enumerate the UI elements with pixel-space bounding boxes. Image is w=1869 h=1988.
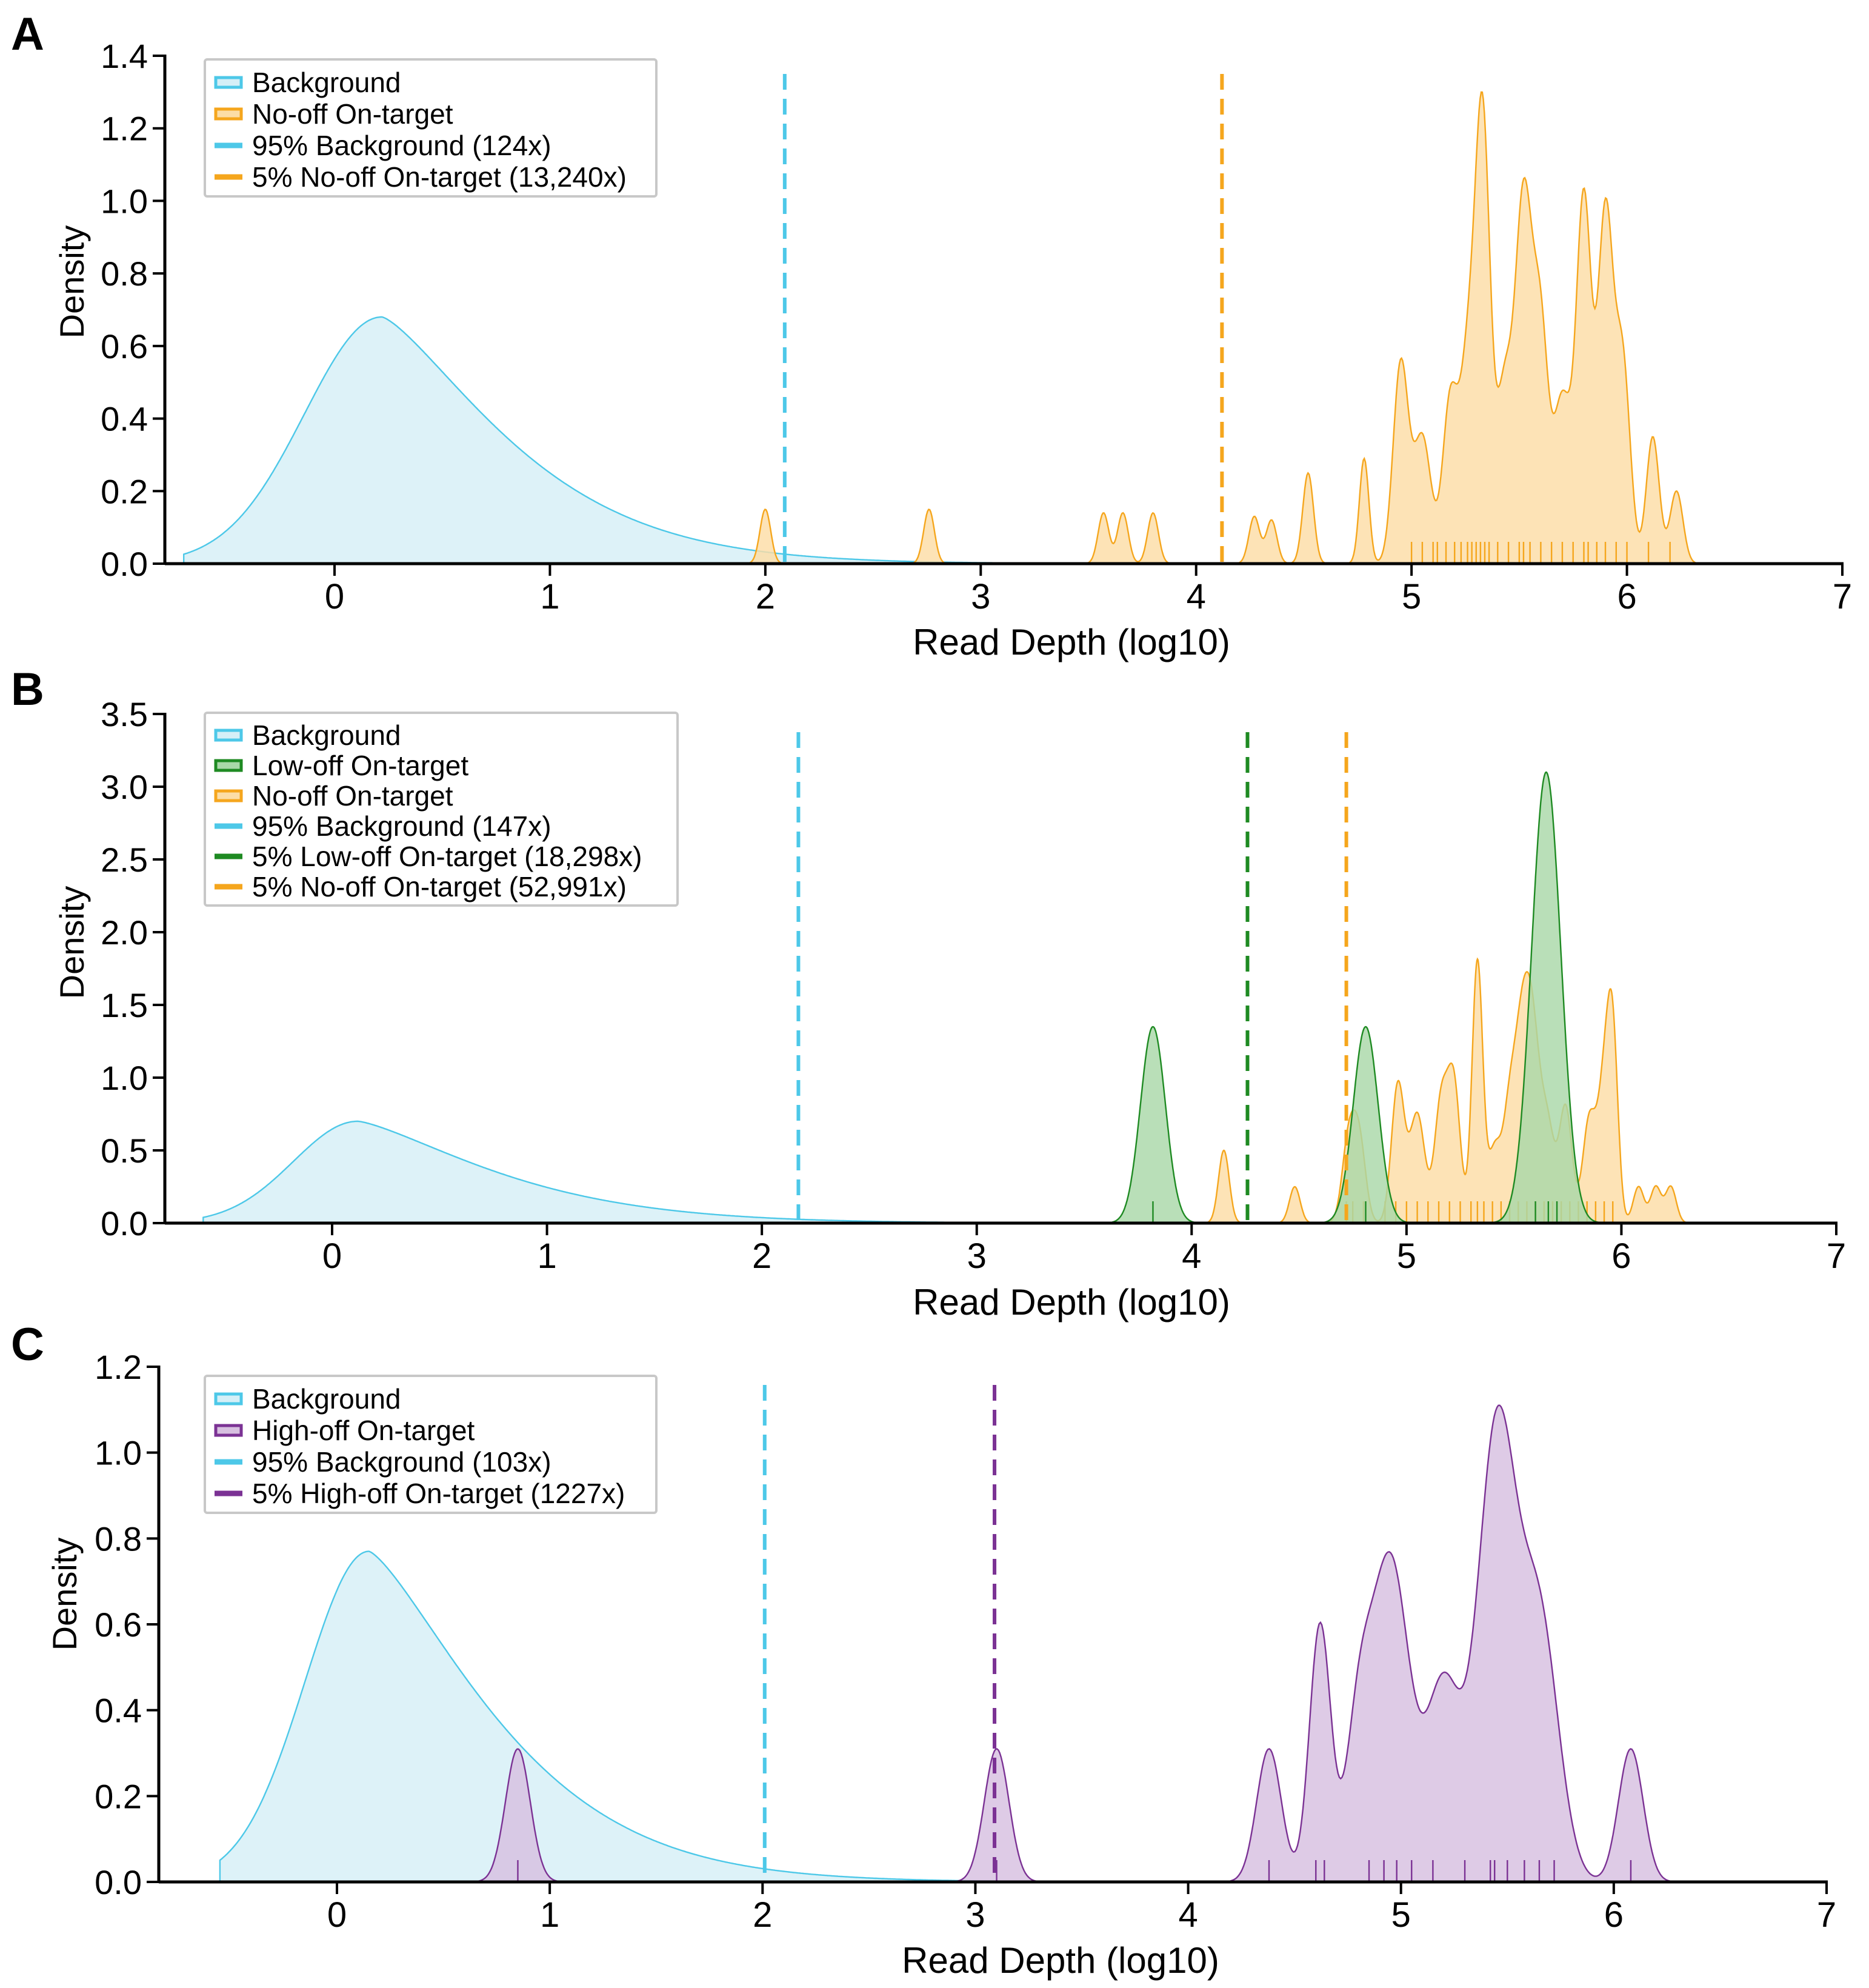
panel-b-xtick-label: 1 <box>537 1236 556 1276</box>
panel-c-xlabel: Read Depth (log10) <box>902 1940 1219 1981</box>
panel-a-density-no-off-on-target <box>739 91 1697 565</box>
panel-b-xtick-label: 2 <box>752 1236 771 1276</box>
panel-a-legend-label: No-off On-target <box>252 98 453 130</box>
panel-a-ytick-label: 0.4 <box>101 400 148 438</box>
panel-a-ytick-label: 0.6 <box>101 327 148 365</box>
panel-c-xtick-label: 1 <box>540 1895 559 1935</box>
panel-b-ytick-label: 2.5 <box>101 841 148 879</box>
panel-a-legend-swatch <box>214 76 243 89</box>
panel-c-xtick-label: 2 <box>753 1895 772 1935</box>
panel-b-ytick-label: 3.5 <box>101 695 148 733</box>
panel-b-plot: 0 1 2 3 4 5 6 7 0.0 0.5 1.0 1.5 2.0 2.5 3.0 3.5 <box>101 695 1846 1276</box>
panel-c-legend-box <box>204 1375 658 1514</box>
panel-c-xtick-label: 3 <box>965 1895 985 1935</box>
panel-a-xtick-label: 2 <box>756 577 775 616</box>
panel-a-ytick-label: 0.8 <box>101 255 148 293</box>
panel-a-xlabel: Read Depth (log10) <box>913 622 1230 662</box>
panel-a-ylabel: Density <box>53 225 91 339</box>
panel-c-legend-swatch <box>214 1424 243 1437</box>
panel-c-ytick-label: 0.0 <box>95 1863 142 1901</box>
panel-a-xtick-label: 0 <box>325 577 344 616</box>
panel-b-ytick-label: 0.0 <box>101 1204 148 1242</box>
panel-label-a: A <box>11 8 44 60</box>
panel-b-ytick-label: 1.5 <box>101 986 148 1024</box>
panel-c-legend-label: 95% Background (103x) <box>252 1446 551 1478</box>
panel-b-xtick-label: 0 <box>322 1236 342 1276</box>
panel-b-ytick-label: 2.0 <box>101 913 148 952</box>
panel-a: A Density Read Depth (log10) 0 1 2 3 4 5 6 7 0.0… <box>11 8 1852 662</box>
panel-b-xtick-label: 6 <box>1611 1236 1631 1276</box>
panel-a-ytick-label: 1.0 <box>101 182 148 220</box>
panel-c-ylabel: Density <box>45 1538 84 1651</box>
panel-b-xlabel: Read Depth (log10) <box>913 1282 1230 1323</box>
panel-c-ytick-label: 0.2 <box>95 1777 142 1815</box>
panel-c-ytick-label: 1.2 <box>95 1348 142 1386</box>
panel-a-xtick-label: 1 <box>540 577 559 616</box>
panel-b-xtick-label: 3 <box>967 1236 987 1276</box>
panel-c-legend-label: High-off On-target <box>252 1415 475 1446</box>
panel-c: C Density Read Depth (log10) 0 1 2 3 4 5 6 7 0.0… <box>11 1319 1836 1981</box>
panel-a-density-background <box>183 316 1239 565</box>
panel-a-ytick-label: 1.4 <box>101 37 148 75</box>
panel-b: B Density Read Depth (log10) 0 1 2 3 4 5 6 7 0.0… <box>11 664 1846 1323</box>
panel-a-legend-box <box>204 58 658 198</box>
panel-b-ytick-label: 1.0 <box>101 1059 148 1097</box>
panel-a-legend-swatch <box>214 107 243 121</box>
panel-b-legend-label: 5% Low-off On-target (18,298x) <box>252 841 642 872</box>
panel-c-ytick-label: 0.8 <box>95 1519 142 1558</box>
panel-b-density-low-off-on-target <box>1094 771 1611 1224</box>
panel-b-legend-label: 5% No-off On-target (52,991x) <box>252 871 627 902</box>
panel-b-ylabel: Density <box>53 886 91 999</box>
panel-a-legend-label: Background <box>252 67 401 98</box>
panel-a-ytick-label: 0.2 <box>101 472 148 510</box>
panel-c-xtick-label: 4 <box>1178 1895 1198 1935</box>
panel-c-legend-label: 5% High-off On-target (1227x) <box>252 1478 625 1509</box>
panel-b-ytick-label: 3.0 <box>101 768 148 806</box>
panel-b-density-background <box>202 1120 1171 1224</box>
panel-a-xtick-label: 7 <box>1833 577 1852 616</box>
panel-b-legend-swatch <box>214 789 243 802</box>
panel-c-legend-label: Background <box>252 1383 401 1415</box>
panel-a-legend-label: 5% No-off On-target (13,240x) <box>252 161 627 193</box>
panel-c-plot: 0 1 2 3 4 5 6 7 0.0 0.2 0.4 0.6 0.8 1.0 1.2 <box>95 1348 1836 1935</box>
panel-b-density-no-off-on-target <box>1202 957 1687 1224</box>
panel-a-xtick-label: 6 <box>1617 577 1636 616</box>
panel-b-legend-box <box>204 712 679 907</box>
panel-c-xtick-label: 5 <box>1391 1895 1411 1935</box>
panel-b-legend-label: Low-off On-target <box>252 750 468 781</box>
panel-b-ytick-label: 0.5 <box>101 1132 148 1170</box>
panel-b-xtick-label: 4 <box>1182 1236 1201 1276</box>
panel-a-ytick-label: 0.0 <box>101 545 148 583</box>
panel-label-c: C <box>11 1319 44 1370</box>
panel-c-xtick-label: 7 <box>1817 1895 1836 1935</box>
panel-a-legend-label: 95% Background (124x) <box>252 130 551 161</box>
panel-b-xtick-label: 5 <box>1397 1236 1416 1276</box>
panel-a-xtick-label: 5 <box>1402 577 1421 616</box>
panel-a-ytick-label: 1.2 <box>101 110 148 148</box>
panel-a-plot: 0 1 2 3 4 5 6 7 0.0 0.2 0.4 0.6 0.8 1.0 1.2 1.4 <box>101 37 1852 616</box>
panel-label-b: B <box>11 664 44 715</box>
panel-a-xtick-label: 3 <box>971 577 990 616</box>
panel-c-ytick-label: 0.6 <box>95 1606 142 1644</box>
panel-b-legend-label: 95% Background (147x) <box>252 810 551 842</box>
panel-c-legend-swatch <box>214 1392 243 1406</box>
panel-c-ytick-label: 0.4 <box>95 1692 142 1730</box>
panel-b-xtick-label: 7 <box>1827 1236 1846 1276</box>
panel-c-xtick-label: 6 <box>1604 1895 1624 1935</box>
panel-a-xtick-label: 4 <box>1187 577 1206 616</box>
panel-c-ytick-label: 1.0 <box>95 1434 142 1472</box>
panel-b-legend-swatch <box>214 759 243 772</box>
panel-b-legend-swatch <box>214 729 243 742</box>
panel-b-legend-label: No-off On-target <box>252 780 453 812</box>
panel-b-legend-label: Background <box>252 719 401 751</box>
panel-c-xtick-label: 0 <box>327 1895 347 1935</box>
